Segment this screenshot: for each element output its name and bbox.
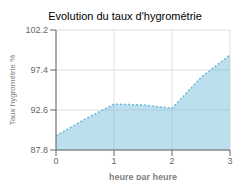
svg-text:0: 0	[53, 156, 58, 166]
svg-text:87.8: 87.8	[30, 145, 48, 155]
svg-text:3: 3	[227, 156, 232, 166]
svg-text:92.6: 92.6	[30, 105, 48, 115]
svg-text:1: 1	[111, 156, 116, 166]
html-text:Evolution du taux d'hygrométri: Evolution du taux d'hygrométrie	[48, 10, 202, 22]
svg-text:Taux hygrométrie %: Taux hygrométrie %	[8, 55, 17, 126]
svg-text:102.2: 102.2	[25, 25, 48, 35]
svg-text:97.4: 97.4	[30, 65, 48, 75]
svg-text:2: 2	[169, 156, 174, 166]
svg-text:heure par heure: heure par heure	[109, 172, 177, 180]
